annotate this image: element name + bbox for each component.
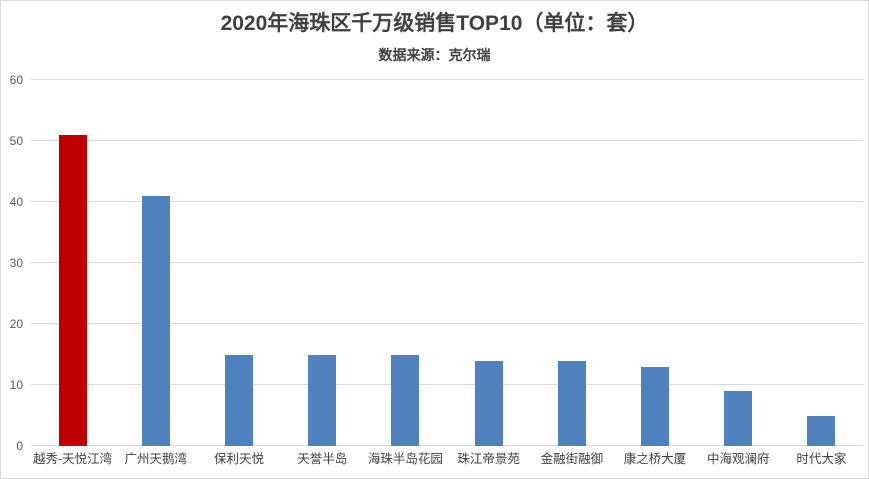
category-label: 保利天悦 [214,452,265,466]
chart-subtitle: 数据来源：克尔瑞 [378,47,491,63]
y-tick-label: 20 [9,317,23,331]
bar [58,134,87,446]
plot-area [31,79,863,446]
bar [308,354,337,446]
category-label: 天誉半岛 [297,452,348,466]
bar [391,354,420,446]
category-label: 时代大家 [796,452,847,466]
bar-slot [114,80,197,446]
bar [557,360,586,446]
bar-slot [780,80,863,446]
y-tick-label: 10 [9,378,23,392]
gridline [31,323,863,324]
bar-slot [530,80,613,446]
gridline [31,445,863,446]
bar [141,195,170,446]
category-label: 康之桥大厦 [623,452,687,466]
bar-slot [281,80,364,446]
bar-slot [447,80,530,446]
bar-slot [197,80,280,446]
gridline [31,140,863,141]
category-label: 珠江帝景苑 [457,452,520,466]
category-label: 越秀-天悦江湾 [33,452,113,466]
bar [641,366,670,446]
category-label: 海珠半岛花园 [367,452,443,466]
y-tick-label: 50 [9,134,23,148]
category-label: 中海观澜府 [706,452,770,466]
x-axis-labels: 越秀-天悦江湾 广州天鹅湾 保利天悦 天誉半岛 海珠半岛花园 珠江帝景苑 金融街融御 康之桥大… [31,451,863,467]
y-tick-label: 40 [9,195,23,209]
chart-title: 2020年海珠区千万级销售TOP10（单位：套） [220,12,649,35]
bar [474,360,503,446]
y-tick-label: 30 [9,256,23,270]
bar-slot [31,80,114,446]
y-axis: 0 10 20 30 40 50 60 [1,74,26,452]
bars [31,80,863,446]
bar-slot [613,80,696,446]
gridline [31,384,863,385]
bar-slot [697,80,780,446]
gridline [31,262,863,263]
bar [724,391,753,446]
category-label: 金融街融御 [540,452,604,466]
bar-slot [364,80,447,446]
gridline [31,79,863,80]
category-label: 广州天鹅湾 [124,452,188,466]
y-tick-label: 60 [9,73,23,87]
bar [807,415,836,446]
gridline [31,201,863,202]
bar [225,354,253,446]
y-tick-label: 0 [16,439,23,453]
